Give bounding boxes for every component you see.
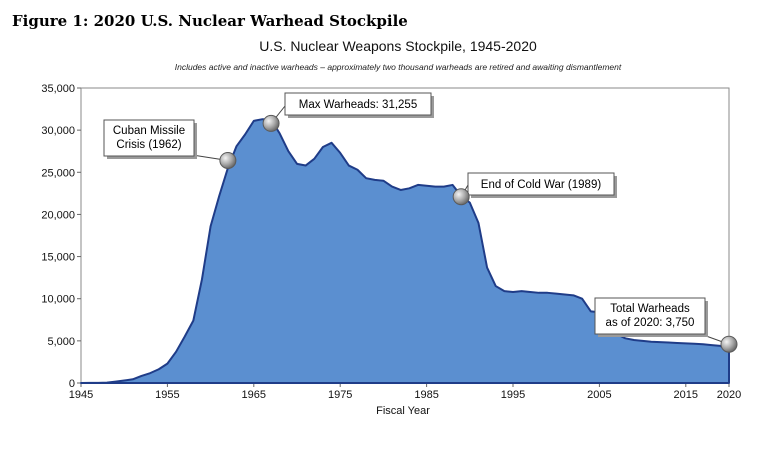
y-tick-label: 10,000 <box>41 294 75 306</box>
chart-title: U.S. Nuclear Weapons Stockpile, 1945-202… <box>259 38 537 54</box>
x-tick-label: 1975 <box>328 389 352 401</box>
callout: Cuban Missile Crisis (1962) <box>103 119 237 169</box>
callout-box <box>467 172 615 196</box>
callout-text: Crisis (1962) <box>116 139 181 151</box>
chart-subtitle: Includes active and inactive warheads – … <box>175 62 622 72</box>
callout-text: Cuban Missile <box>113 125 185 137</box>
x-tick-label: 1965 <box>242 389 266 401</box>
figure-caption: Figure 1: 2020 U.S. Nuclear Warhead Stoc… <box>12 12 408 30</box>
callout-text: End of Cold War (1989) <box>481 179 602 191</box>
x-axis-label: Fiscal Year <box>376 405 430 417</box>
y-tick-label: 20,000 <box>41 209 75 221</box>
callout-text: Total Warheads <box>610 303 690 315</box>
y-tick-label: 30,000 <box>41 125 75 137</box>
callout: Total Warheads as of 2020: 3,750 <box>594 297 738 353</box>
x-tick-label: 1955 <box>155 389 179 401</box>
callout-marker <box>219 151 237 169</box>
callout-marker <box>720 335 738 353</box>
callout-marker <box>452 188 470 206</box>
y-tick-label: 25,000 <box>41 167 75 179</box>
x-tick-label: 2020 <box>717 389 741 401</box>
x-tick-label: 1985 <box>414 389 438 401</box>
callout-marker <box>262 114 280 132</box>
y-tick-label: 0 <box>69 378 75 390</box>
callout-box <box>103 119 195 157</box>
stockpile-area <box>80 118 730 384</box>
x-tick-label: 1945 <box>69 389 93 401</box>
callout-text: as of 2020: 3,750 <box>606 317 695 329</box>
x-tick-label: 2005 <box>587 389 611 401</box>
y-tick-label: 15,000 <box>41 252 75 264</box>
x-tick-label: 1995 <box>501 389 525 401</box>
callout: End of Cold War (1989) <box>452 172 617 206</box>
callout: Max Warheads: 31,255 <box>262 92 434 132</box>
y-tick-label: 35,000 <box>41 83 75 95</box>
callout-box <box>594 297 706 335</box>
callout-box <box>284 92 432 116</box>
x-tick-label: 2015 <box>674 389 698 401</box>
callout-text: Max Warheads: 31,255 <box>299 99 417 111</box>
y-tick-label: 5,000 <box>47 336 75 348</box>
